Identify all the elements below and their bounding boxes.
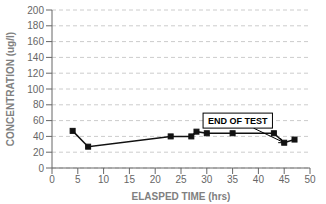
svg-text:120: 120 [27, 68, 44, 79]
svg-text:50: 50 [304, 174, 316, 185]
svg-text:CONCENTRATION (ug/l): CONCENTRATION (ug/l) [8, 32, 16, 146]
svg-text:25: 25 [175, 174, 187, 185]
svg-text:20: 20 [150, 174, 162, 185]
svg-text:60: 60 [33, 115, 45, 126]
svg-text:35: 35 [227, 174, 239, 185]
svg-text:20: 20 [33, 147, 45, 158]
svg-text:40: 40 [33, 131, 45, 142]
svg-text:100: 100 [27, 84, 44, 95]
svg-text:15: 15 [124, 174, 136, 185]
svg-text:160: 160 [27, 36, 44, 47]
svg-text:180: 180 [27, 20, 44, 31]
svg-text:0: 0 [38, 163, 44, 174]
svg-text:45: 45 [279, 174, 291, 185]
svg-text:40: 40 [253, 174, 265, 185]
svg-text:30: 30 [201, 174, 213, 185]
svg-text:140: 140 [27, 52, 44, 63]
svg-text:10: 10 [98, 174, 110, 185]
svg-text:0: 0 [49, 174, 55, 185]
svg-text:ELASPED TIME (hrs): ELASPED TIME (hrs) [132, 191, 231, 202]
svg-text:200: 200 [27, 5, 44, 16]
svg-text:5: 5 [75, 174, 81, 185]
svg-text:END OF TEST: END OF TEST [208, 116, 268, 126]
svg-text:80: 80 [33, 99, 45, 110]
